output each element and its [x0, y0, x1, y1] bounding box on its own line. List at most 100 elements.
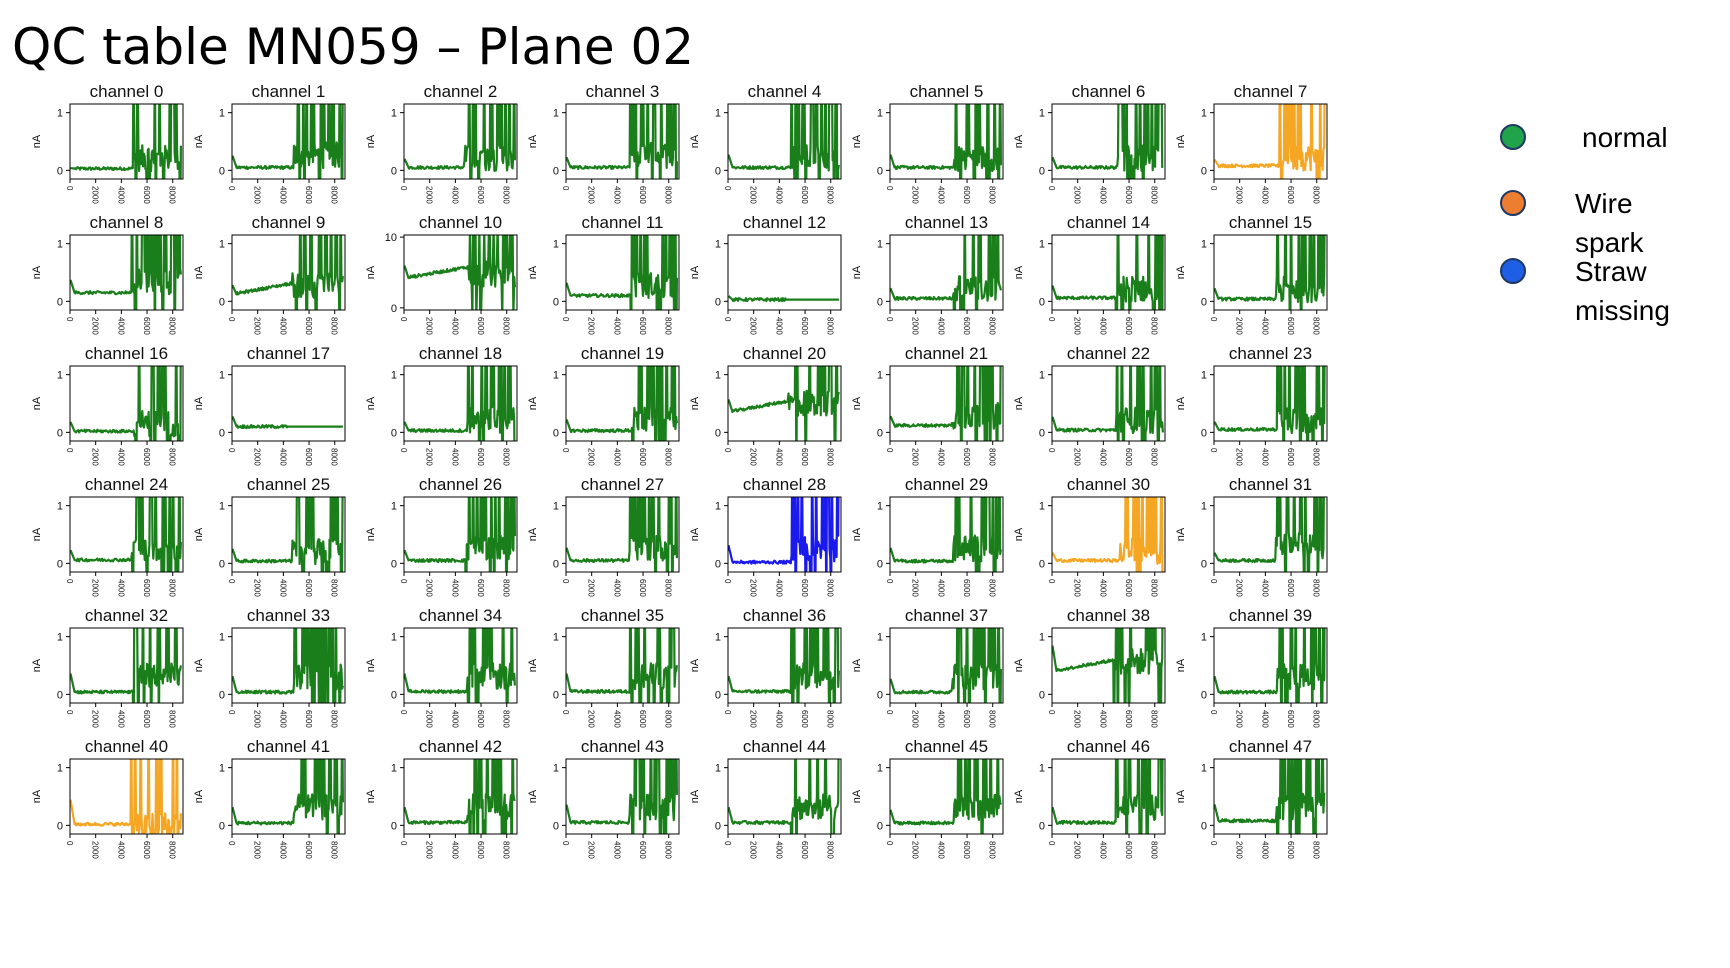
series-line-ch1 [232, 104, 344, 179]
ytick-label: 0 [391, 689, 397, 701]
xtick-label: 4000 [116, 448, 125, 466]
ytick-label: 0 [877, 558, 883, 570]
xtick-label: 6000 [304, 186, 313, 204]
xtick-label: 0 [399, 448, 408, 453]
xtick-label: 8000 [1150, 317, 1159, 335]
ytick-label: 0 [1201, 296, 1207, 308]
ytick-label: 0 [219, 820, 225, 832]
ytick-label: 1 [391, 632, 397, 644]
ytick-label: 1 [553, 239, 559, 251]
ytick-label: 0 [219, 427, 225, 439]
ytick-label: 1 [1039, 632, 1045, 644]
panel-title-ch43: channel 43 [581, 737, 664, 756]
ytick-label: 1 [1201, 632, 1207, 644]
xtick-label: 8000 [330, 448, 339, 466]
panel-title-ch38: channel 38 [1067, 606, 1150, 625]
panel-frame-ch39 [1213, 627, 1328, 704]
xtick-label: 0 [227, 317, 236, 322]
panel-frame-ch18 [403, 365, 518, 442]
ytick-label: 0 [715, 296, 721, 308]
series-line-ch25 [232, 497, 344, 572]
xtick-label: 8000 [502, 448, 511, 466]
xtick-label: 8000 [168, 186, 177, 204]
panel-ylabel-ch27: nA [527, 527, 539, 541]
ytick-label: 1 [57, 370, 63, 382]
panel-frame-ch35 [565, 627, 680, 704]
xtick-label: 8000 [168, 841, 177, 859]
xtick-label: 0 [1209, 448, 1218, 453]
xtick-label: 8000 [168, 579, 177, 597]
series-line-ch40 [70, 759, 182, 834]
ytick-label: 1 [57, 239, 63, 251]
xtick-label: 0 [885, 448, 894, 453]
legend-label-normal: normal [1582, 122, 1668, 153]
xtick-label: 2000 [749, 448, 758, 466]
series-line-ch29 [890, 497, 1002, 572]
xtick-label: 4000 [116, 186, 125, 204]
xtick-label: 8000 [1150, 186, 1159, 204]
ytick-label: 1 [553, 501, 559, 513]
xtick-label: 4000 [612, 841, 621, 859]
xtick-label: 8000 [168, 710, 177, 728]
xtick-label: 6000 [1286, 317, 1295, 335]
ytick-label: 0 [877, 689, 883, 701]
ytick-label: 0 [219, 296, 225, 308]
panel-frame-ch29 [889, 496, 1004, 573]
xtick-label: 4000 [936, 186, 945, 204]
panel-title-ch47: channel 47 [1229, 737, 1312, 756]
xtick-label: 8000 [664, 317, 673, 335]
xtick-label: 4000 [1260, 317, 1269, 335]
xtick-label: 8000 [1150, 579, 1159, 597]
xtick-label: 0 [227, 710, 236, 715]
xtick-label: 8000 [826, 841, 835, 859]
panel-frame-ch9 [231, 234, 346, 311]
xtick-label: 4000 [936, 317, 945, 335]
series-line-ch41 [232, 759, 344, 834]
ytick-label: 0 [391, 427, 397, 439]
xtick-label: 0 [65, 186, 74, 191]
panel-frame-ch24 [69, 496, 184, 573]
ytick-label: 0 [877, 427, 883, 439]
xtick-label: 6000 [476, 448, 485, 466]
xtick-label: 6000 [1124, 186, 1133, 204]
xtick-label: 0 [1047, 579, 1056, 584]
panel-frame-ch47 [1213, 758, 1328, 835]
xtick-label: 8000 [330, 186, 339, 204]
panel-frame-ch0 [69, 103, 184, 180]
xtick-label: 0 [227, 186, 236, 191]
xtick-label: 2000 [1073, 710, 1082, 728]
panel-ylabel-ch25: nA [193, 527, 205, 541]
ytick-label: 1 [219, 239, 225, 251]
xtick-label: 8000 [988, 448, 997, 466]
ytick-label: 1 [553, 763, 559, 775]
panel-title-ch9: channel 9 [252, 213, 326, 232]
xtick-label: 6000 [638, 448, 647, 466]
ytick-label: 0 [219, 165, 225, 177]
xtick-label: 6000 [142, 579, 151, 597]
panel-title-ch36: channel 36 [743, 606, 826, 625]
series-line-ch34 [404, 628, 516, 703]
xtick-label: 0 [885, 841, 894, 846]
xtick-label: 2000 [425, 579, 434, 597]
xtick-label: 4000 [1098, 317, 1107, 335]
xtick-label: 6000 [1286, 448, 1295, 466]
panel-ylabel-ch36: nA [689, 658, 701, 672]
xtick-label: 6000 [476, 579, 485, 597]
panel-ylabel-ch4: nA [689, 134, 701, 148]
xtick-label: 0 [1047, 186, 1056, 191]
xtick-label: 8000 [1150, 710, 1159, 728]
xtick-label: 4000 [116, 710, 125, 728]
xtick-label: 6000 [962, 317, 971, 335]
panel-ylabel-ch33: nA [193, 658, 205, 672]
xtick-label: 4000 [612, 317, 621, 335]
xtick-label: 4000 [612, 710, 621, 728]
ytick-label: 1 [877, 239, 883, 251]
series-line-ch39 [1214, 628, 1326, 703]
xtick-label: 4000 [450, 186, 459, 204]
xtick-label: 0 [1047, 841, 1056, 846]
panel-ylabel-ch22: nA [1013, 396, 1025, 410]
ytick-label: 0 [57, 165, 63, 177]
xtick-label: 0 [723, 317, 732, 322]
series-line-ch35 [566, 628, 678, 703]
xtick-label: 2000 [587, 448, 596, 466]
